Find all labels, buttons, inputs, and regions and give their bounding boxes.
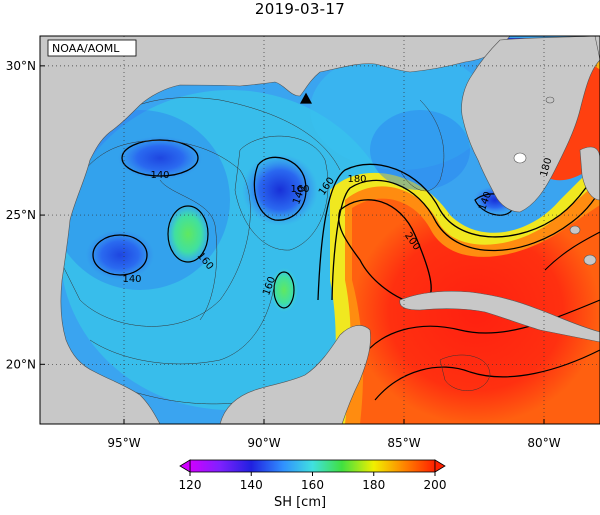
colorbar-tick-label: 160 bbox=[301, 478, 324, 492]
colorbar-gradient bbox=[189, 459, 436, 473]
colorbar-tick-label: 200 bbox=[424, 478, 447, 492]
lat-tick-label: 30°N bbox=[6, 59, 36, 73]
credit-text: NOAA/AOML bbox=[52, 42, 120, 55]
florida-peninsula bbox=[461, 36, 600, 213]
low-eddy-1 bbox=[118, 136, 202, 180]
colorbar-low-arrow bbox=[179, 459, 191, 473]
lat-tick-label: 25°N bbox=[6, 208, 36, 222]
lon-tick-label: 95°W bbox=[107, 436, 140, 450]
contour-label: 140 bbox=[150, 170, 169, 181]
credit-box bbox=[47, 39, 137, 57]
colorbar-label: SH [cm] bbox=[273, 495, 327, 510]
colorbar-tick-label: 180 bbox=[362, 478, 385, 492]
map-frame bbox=[39, 35, 600, 425]
contour-label: 180 bbox=[347, 174, 366, 185]
colorbar-tick-label: 140 bbox=[240, 478, 263, 492]
contour-label: 180 bbox=[539, 157, 555, 178]
contour-label: 140 bbox=[122, 274, 141, 285]
graticule-lines bbox=[40, 36, 600, 424]
lon-tick-label: 90°W bbox=[247, 436, 280, 450]
high-eddy-1 bbox=[166, 204, 210, 264]
mexico-us-landmass bbox=[40, 36, 511, 424]
contour-label: 160 bbox=[290, 184, 309, 195]
yucatan-peninsula bbox=[219, 325, 371, 424]
low-eddy-2 bbox=[86, 230, 154, 280]
axis-labels: 95°W 90°W 85°W 80°W 20°N 25°N 30°N bbox=[6, 59, 561, 450]
colorbar-tick-label: 120 bbox=[179, 478, 202, 492]
cuba-island bbox=[399, 290, 600, 343]
land-masses bbox=[40, 36, 600, 424]
low-eddy-3 bbox=[242, 154, 318, 226]
bahamas bbox=[579, 146, 600, 201]
colorbar: 120 140 160 180 200 bbox=[179, 459, 447, 492]
colorbar-high-arrow bbox=[434, 459, 446, 473]
high-eddy-2 bbox=[270, 268, 298, 312]
lon-tick-label: 85°W bbox=[387, 436, 420, 450]
page-title: 2019-03-17 bbox=[254, 0, 346, 18]
lat-tick-label: 20°N bbox=[6, 357, 36, 371]
lon-tick-label: 80°W bbox=[527, 436, 560, 450]
buoy-marker-triangle bbox=[300, 92, 312, 104]
